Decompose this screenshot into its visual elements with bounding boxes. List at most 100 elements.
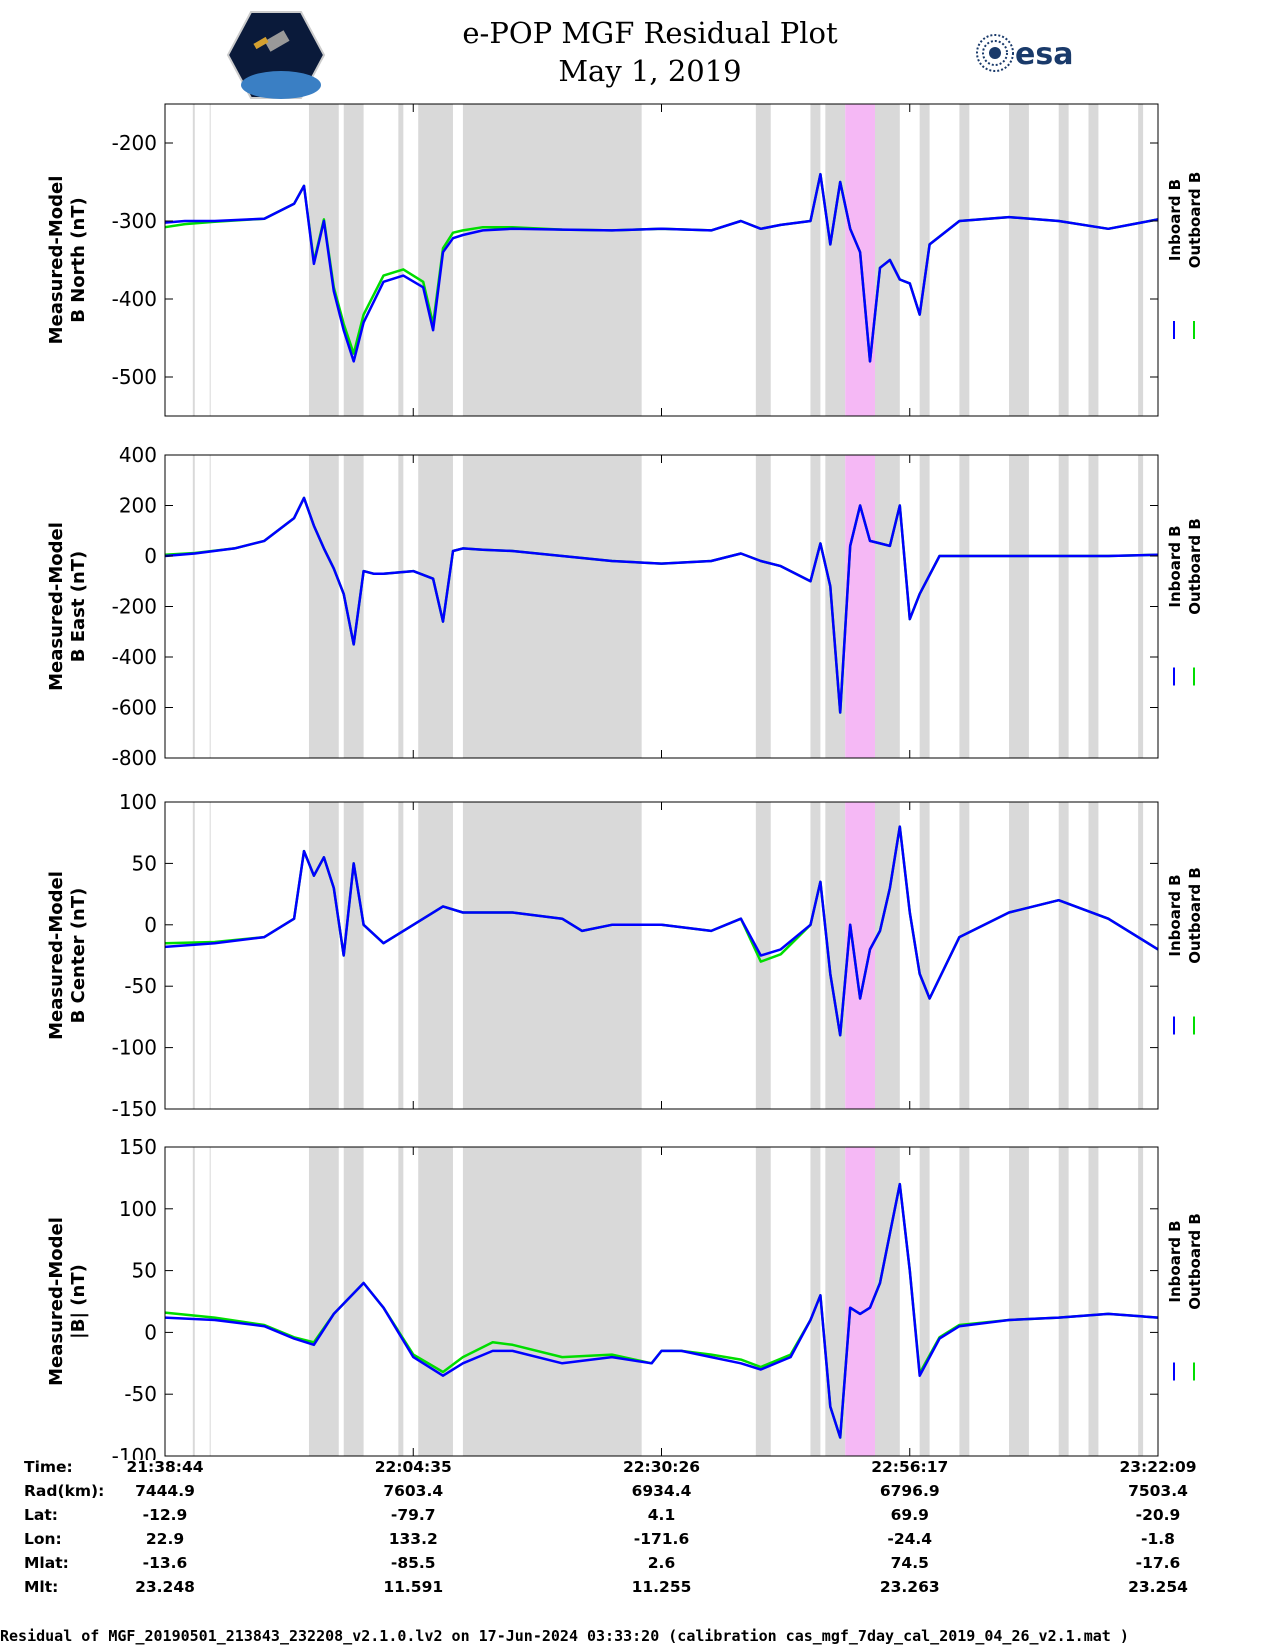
- gray-band: [1058, 1147, 1069, 1456]
- esa-logo: esa: [975, 30, 1095, 76]
- y-axis-label: Measured-ModelB Center (nT): [46, 871, 89, 1040]
- gray-band: [192, 455, 195, 758]
- table-row: Mlat: -13.6 -85.5 2.6 74.5 -17.6: [0, 1554, 1275, 1578]
- table-cell: 23:22:09: [1119, 1458, 1197, 1476]
- y-axis-label-line: |B| (nT): [68, 1264, 89, 1339]
- series-line-inboard: [164, 172, 1159, 363]
- y-tick-label: 0: [144, 1320, 157, 1344]
- table-cell: -24.4: [887, 1530, 933, 1548]
- gray-band: [1009, 104, 1029, 416]
- table-cell: 22:30:26: [622, 1458, 701, 1476]
- gray-band: [1009, 1147, 1029, 1456]
- gray-band: [1138, 1147, 1144, 1456]
- table-cell: -171.6: [633, 1530, 690, 1548]
- y-tick-label: -100: [112, 1444, 157, 1460]
- table-row-label: Mlt:: [24, 1578, 59, 1596]
- gray-band: [959, 455, 970, 758]
- gray-band: [755, 104, 771, 416]
- gray-band: [462, 104, 642, 416]
- y-axis-label-line: Measured-Model: [46, 871, 67, 1040]
- table-cell: 6934.4: [631, 1482, 692, 1500]
- gray-band: [755, 1147, 771, 1456]
- table-cell: 21:38:44: [126, 1458, 204, 1476]
- y-tick-label: -200: [112, 595, 157, 619]
- y-tick-label: -400: [112, 287, 157, 311]
- gray-band: [1058, 802, 1069, 1109]
- table-cell: 4.1: [647, 1506, 676, 1524]
- y-tick-label: -200: [112, 131, 157, 155]
- y-tick-label: -400: [112, 645, 157, 669]
- table-cell: 11.255: [631, 1578, 692, 1596]
- gray-band: [343, 104, 364, 416]
- y-axis-label-line: B North (nT): [68, 197, 89, 323]
- table-cell: -85.5: [390, 1554, 436, 1572]
- table-row-label: Rad(km):: [24, 1482, 105, 1500]
- y-tick-label: 0: [144, 544, 157, 568]
- panel-2: 400 200 0 -200 -400 -600 -800 Measured-ModelB E…: [46, 443, 1204, 770]
- gray-band: [418, 802, 453, 1109]
- table-row: Lat: -12.9 -79.7 4.1 69.9 -20.9: [0, 1506, 1275, 1530]
- table-row: Lon: 22.9 133.2 -171.6 -24.4 -1.8: [0, 1530, 1275, 1554]
- gray-band: [398, 802, 404, 1109]
- gray-band: [418, 1147, 453, 1456]
- pink-band: [845, 802, 875, 1109]
- y-tick-label: 100: [119, 790, 157, 814]
- legend-label-inboard: Inboard B: [1166, 179, 1184, 261]
- y-tick-label: 0: [144, 913, 157, 937]
- table-cell: 7444.9: [135, 1482, 195, 1500]
- y-tick-label: 50: [132, 851, 157, 875]
- gray-band: [308, 802, 339, 1109]
- footer-caption: Residual of MGF_20190501_213843_232208_v…: [0, 1627, 1129, 1645]
- pink-band: [845, 1147, 875, 1456]
- table-cell: 74.5: [890, 1554, 929, 1572]
- gray-band: [398, 455, 404, 758]
- esa-swirl-icon: [976, 34, 1014, 72]
- gray-band: [959, 802, 970, 1109]
- gray-band: [398, 1147, 404, 1456]
- gray-band: [959, 104, 970, 416]
- y-tick-label: -300: [112, 209, 157, 233]
- legend-label-inboard: Inboard B: [1166, 874, 1184, 956]
- gray-band: [1088, 455, 1099, 758]
- table-cell: 11.591: [383, 1578, 444, 1596]
- table-cell: 2.6: [647, 1554, 676, 1572]
- gray-band: [343, 802, 364, 1109]
- gray-band: [810, 455, 821, 758]
- gray-band: [462, 802, 642, 1109]
- y-axis-label: Measured-ModelB East (nT): [46, 522, 89, 691]
- table-row: Rad(km): 7444.9 7603.4 6934.4 6796.9 7503.4: [0, 1482, 1275, 1506]
- cassiope-satellite-logo-icon: [226, 10, 326, 100]
- title-line-2: May 1, 2019: [558, 54, 742, 88]
- gray-band: [343, 455, 364, 758]
- y-axis-label-line: Measured-Model: [46, 522, 67, 691]
- table-cell: -17.6: [1135, 1554, 1181, 1572]
- y-tick-label: 50: [132, 1259, 157, 1283]
- gray-band: [1138, 104, 1144, 416]
- table-cell: -79.7: [390, 1506, 436, 1524]
- table-cell: -20.9: [1135, 1506, 1181, 1524]
- gray-band: [418, 455, 453, 758]
- legend-label-inboard: Inboard B: [1166, 525, 1184, 607]
- y-tick-label: -800: [112, 746, 157, 770]
- table-cell: 22:56:17: [871, 1458, 949, 1476]
- y-tick-label: 100: [119, 1197, 157, 1221]
- series-line-inboard: [164, 1182, 1159, 1439]
- y-tick-label: -150: [112, 1097, 157, 1121]
- title-line-1: e-POP MGF Residual Plot: [462, 16, 838, 50]
- header: e-POP MGF Residual Plot May 1, 2019 esa: [0, 0, 1275, 100]
- series-line-inboard: [164, 825, 1159, 1037]
- y-tick-label: -50: [124, 974, 157, 998]
- table-cell: 133.2: [388, 1530, 438, 1548]
- legend-label-outboard: Outboard B: [1186, 867, 1204, 964]
- gray-band: [919, 802, 930, 1109]
- gray-band: [209, 1147, 211, 1456]
- table-row-label: Mlat:: [24, 1554, 69, 1572]
- panel-4: 150 100 50 0 -50 -100 Measured-Model|B| (nT) In…: [46, 1135, 1204, 1460]
- y-tick-label: 150: [119, 1135, 157, 1159]
- series-line-inboard: [164, 496, 1159, 714]
- y-axis-label-line: B Center (nT): [68, 888, 89, 1024]
- y-axis-label: Measured-ModelB North (nT): [46, 176, 89, 345]
- gray-band: [825, 104, 846, 416]
- gray-band: [919, 104, 930, 416]
- y-axis-label-line: B East (nT): [68, 551, 89, 663]
